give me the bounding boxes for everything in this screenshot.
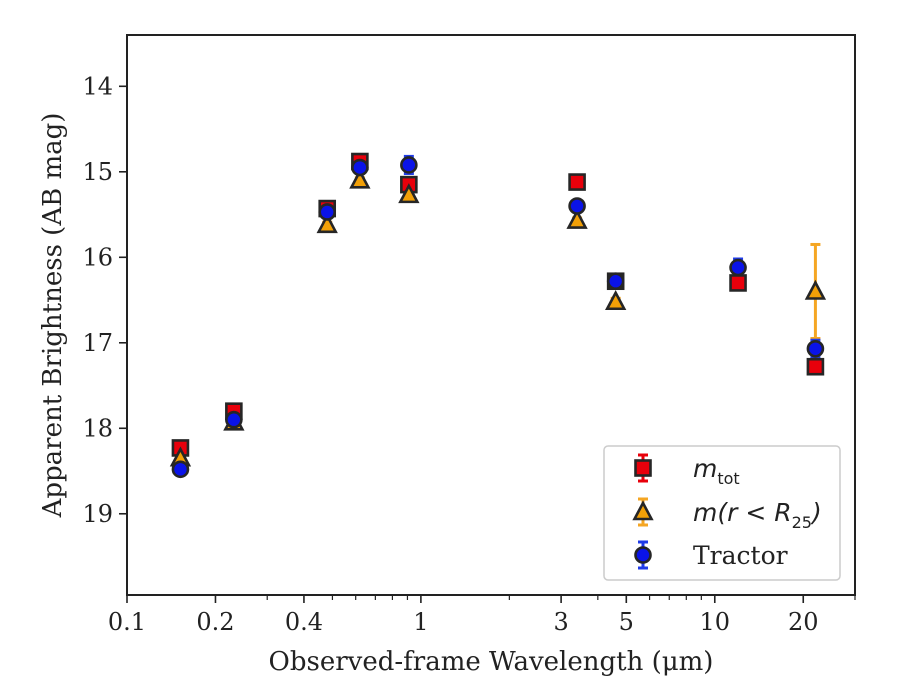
y-axis-label: Apparent Brightness (AB mag) (38, 113, 68, 519)
y-tick-label: 15 (82, 158, 113, 186)
x-tick-label: 20 (788, 608, 819, 636)
legend-marker-square (634, 459, 652, 477)
plot-frame (126, 34, 856, 596)
legend: mtot m(r < R25) Tractor (603, 445, 841, 581)
data-point-circle (400, 156, 418, 174)
data-point-circle (318, 203, 337, 221)
data-point-circle (729, 258, 747, 277)
legend-label: m(r < R25) (693, 498, 822, 532)
data-point-triangle (349, 168, 371, 189)
x-tick-label: 0.1 (108, 608, 146, 636)
data-point-triangle (804, 279, 827, 300)
data-point-circle (806, 339, 825, 358)
x-tick-label: 5 (619, 608, 634, 636)
x-tick-label: 0.2 (196, 608, 234, 636)
legend-marker-triangle (632, 500, 654, 521)
legend-entry: mtot (634, 453, 740, 488)
data-point-circle (606, 272, 625, 291)
x-tick-label: 1 (413, 608, 428, 636)
data-point-triangle (398, 183, 420, 204)
y-tick-label: 17 (82, 329, 113, 357)
data-point-circle (171, 460, 190, 479)
legend-entry: m(r < R25) (632, 497, 822, 532)
data-point-circle (568, 197, 586, 215)
data-point-square (568, 173, 586, 191)
legend-marker-circle (634, 546, 652, 564)
errorbar-layer (175, 154, 821, 476)
data-point-square (806, 357, 825, 376)
x-tick-label: 3 (553, 608, 568, 636)
marker-layer (169, 152, 827, 479)
y-tick-label: 18 (82, 414, 113, 442)
data-point-circle (225, 410, 243, 429)
data-point-triangle (605, 289, 627, 311)
legend-label: mtot (693, 454, 740, 488)
legend-label: Tractor (693, 541, 788, 570)
legend-frame (603, 445, 841, 581)
x-tick-label: 0.4 (285, 608, 323, 636)
legend-items: mtot m(r < R25) Tractor (632, 453, 822, 570)
y-tick-label: 16 (82, 243, 113, 271)
data-point-square (729, 274, 747, 292)
data-point-triangle (566, 208, 588, 229)
y-tick-label: 19 (82, 500, 113, 528)
data-point-circle (351, 158, 369, 177)
data-point-triangle (316, 213, 338, 234)
x-axis-label: Observed-frame Wavelength (μm) (269, 647, 714, 677)
y-tick-label: 14 (82, 72, 113, 100)
x-tick-label: 10 (700, 608, 731, 636)
ticks-layer: 0.1 0.2 0.4 1 3 5 10 20 14 15 16 17 18 19 (82, 72, 856, 636)
legend-entry: Tractor (634, 540, 788, 570)
